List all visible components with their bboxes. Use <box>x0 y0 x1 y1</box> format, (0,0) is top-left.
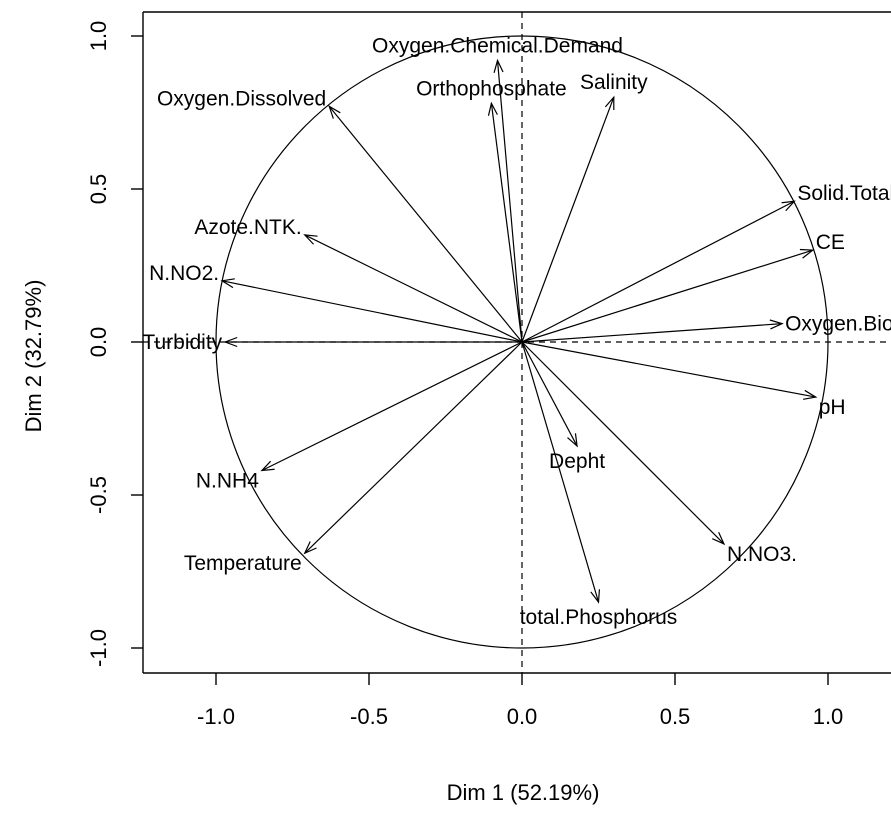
label-oxygen-chemical-demand: Oxygen.Chemical.Demand <box>372 34 623 57</box>
arrow-head-ce <box>799 248 815 259</box>
arrow-head-depht <box>567 433 578 448</box>
plot-content: Oxygen.Chemical.Demand Salinity Oxygen.Dis… <box>142 12 891 673</box>
arrow-total-phosphorus <box>521 341 601 604</box>
arrow-shaft-total-phosphorus <box>521 341 600 603</box>
y-tick-label: 0.0 <box>86 327 111 358</box>
y-tick-label: 1.0 <box>86 21 111 52</box>
arrow-head-n-no2 <box>220 278 235 289</box>
label-ce: CE <box>816 231 845 254</box>
arrow-shaft-solid-total-dissolved <box>521 200 795 343</box>
y-axis: -1.0 -0.5 0.0 0.5 1.0 <box>86 21 143 667</box>
arrow-shaft-depht <box>521 341 578 447</box>
arrow-shaft-orthophosphate <box>490 103 523 343</box>
label-oxygen-biochemical-demand: Oxygen.Biochemical.Demand <box>785 313 891 336</box>
x-tick-label: 0.0 <box>507 704 538 729</box>
label-solid-total-dissolved: Solid.Total.Dissolved <box>797 182 891 205</box>
label-orthophosphate: Orthophosphate <box>416 77 567 100</box>
arrow-shaft-n-no2 <box>222 280 523 343</box>
arrow-salinity <box>521 95 615 343</box>
arrow-shaft-n-nh4 <box>261 341 523 472</box>
label-oxygen-dissolved: Oxygen.Dissolved <box>157 87 326 110</box>
arrow-shaft-oxygen-chemical-demand <box>496 60 523 343</box>
arrow-ce <box>521 248 815 343</box>
label-turbidity: Turbidity <box>142 331 222 354</box>
arrow-head-solid-total-dissolved <box>781 200 796 212</box>
arrow-shaft-azote-ntk <box>304 234 523 343</box>
variable-labels: Oxygen.Chemical.Demand Salinity Oxygen.Dis… <box>142 34 891 629</box>
arrow-shaft-oxygen-dissolved <box>328 106 523 343</box>
arrow-head-temperature <box>303 541 317 555</box>
label-azote-ntk: Azote.NTK. <box>194 216 301 239</box>
label-temperature: Temperature <box>184 552 302 575</box>
y-axis-title: Dim 2 (32.79%) <box>21 280 46 433</box>
label-salinity: Salinity <box>580 71 648 94</box>
y-tick-label: -1.0 <box>86 629 111 667</box>
arrow-solid-total-dissolved <box>521 200 796 343</box>
y-tick-label: 0.5 <box>86 174 111 205</box>
label-n-no2: N.NO2. <box>149 262 219 285</box>
y-tick-label: -0.5 <box>86 476 111 514</box>
arrow-temperature <box>303 341 523 555</box>
arrow-shaft-ce <box>521 249 813 343</box>
arrow-oxygen-biochemical-demand <box>521 319 784 343</box>
arrow-ph <box>521 341 818 400</box>
label-n-nh4: N.NH4 <box>196 470 259 493</box>
arrow-shaft-n-no3 <box>521 341 725 545</box>
x-tick-label: -1.0 <box>197 704 235 729</box>
arrow-head-azote-ntk <box>303 234 318 245</box>
x-axis: -1.0 -0.5 0.0 0.5 1.0 <box>197 673 843 729</box>
label-n-no3: N.NO3. <box>727 543 797 566</box>
arrow-head-oxygen-chemical-demand <box>493 58 504 73</box>
arrow-oxygen-dissolved <box>328 105 523 343</box>
variable-arrows <box>220 58 818 604</box>
x-tick-label: 0.5 <box>660 704 691 729</box>
arrow-shaft-temperature <box>304 341 523 554</box>
x-axis-title: Dim 1 (52.19%) <box>447 780 600 805</box>
arrow-oxygen-chemical-demand <box>493 58 523 343</box>
arrow-shaft-oxygen-biochemical-demand <box>521 323 783 343</box>
arrow-head-turbidity <box>223 336 238 348</box>
label-total-phosphorus: total.Phosphorus <box>520 606 678 629</box>
arrow-turbidity <box>223 336 522 348</box>
x-tick-label: 1.0 <box>813 704 844 729</box>
x-tick-label: -0.5 <box>350 704 388 729</box>
arrow-head-n-no3 <box>712 532 726 546</box>
arrow-head-total-phosphorus <box>590 589 601 604</box>
label-ph: pH <box>819 396 846 419</box>
label-depht: Depht <box>549 450 605 473</box>
arrow-head-oxygen-biochemical-demand <box>769 319 784 330</box>
arrow-n-no2 <box>220 278 523 343</box>
arrow-head-n-nh4 <box>260 460 275 472</box>
arrow-head-oxygen-dissolved <box>328 105 341 119</box>
arrow-n-no3 <box>521 341 726 546</box>
arrow-azote-ntk <box>303 234 523 343</box>
arrow-n-nh4 <box>260 341 523 472</box>
arrow-head-orthophosphate <box>487 101 498 116</box>
arrow-shaft-salinity <box>521 96 615 343</box>
arrow-head-ph <box>803 389 818 400</box>
arrow-shaft-ph <box>521 341 816 398</box>
arrow-orthophosphate <box>487 101 523 343</box>
arrow-head-salinity <box>604 95 615 111</box>
arrow-depht <box>521 341 578 448</box>
